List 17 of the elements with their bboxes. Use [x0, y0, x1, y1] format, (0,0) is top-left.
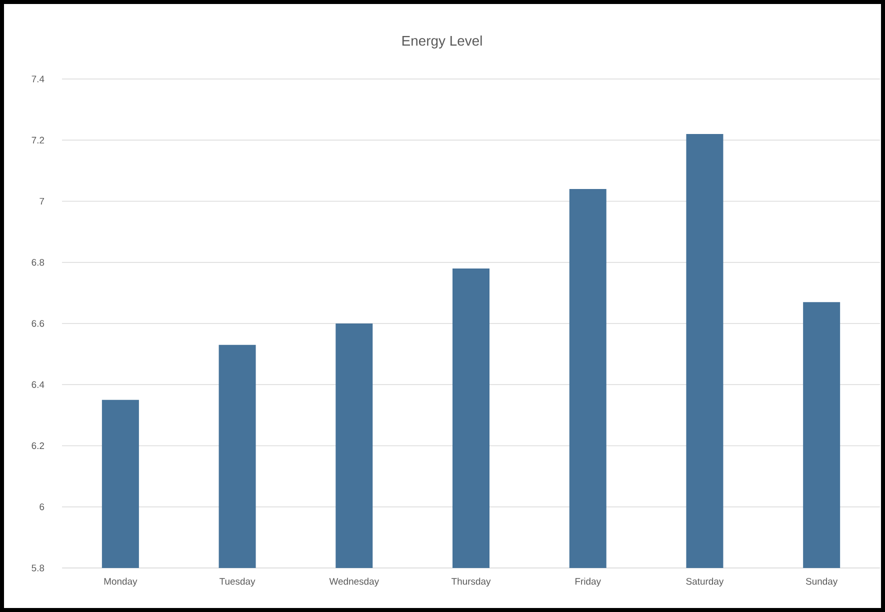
x-tick-label: Friday [575, 578, 601, 587]
x-tick-label: Thursday [452, 578, 491, 587]
x-tick-label: Monday [104, 578, 138, 587]
x-tick-label: Tuesday [220, 578, 256, 587]
y-tick-label: 6 [40, 504, 44, 510]
chart-title: Energy Level [402, 35, 482, 48]
y-tick-label: 7.4 [32, 76, 44, 82]
y-tick-label: 6.4 [32, 381, 44, 388]
y-tick-label: 6.2 [32, 442, 44, 450]
y-tick-label: 5.8 [32, 564, 44, 572]
y-tick-label: 6.8 [32, 259, 44, 266]
x-tick-label: Wednesday [329, 578, 380, 587]
y-tick-label: 7.2 [32, 136, 44, 144]
y-tick-label: 6.6 [32, 320, 44, 327]
x-tick-label: Sunday [806, 578, 838, 587]
y-tick-label: 7 [40, 198, 44, 204]
x-tick-label: Saturday [686, 578, 724, 587]
